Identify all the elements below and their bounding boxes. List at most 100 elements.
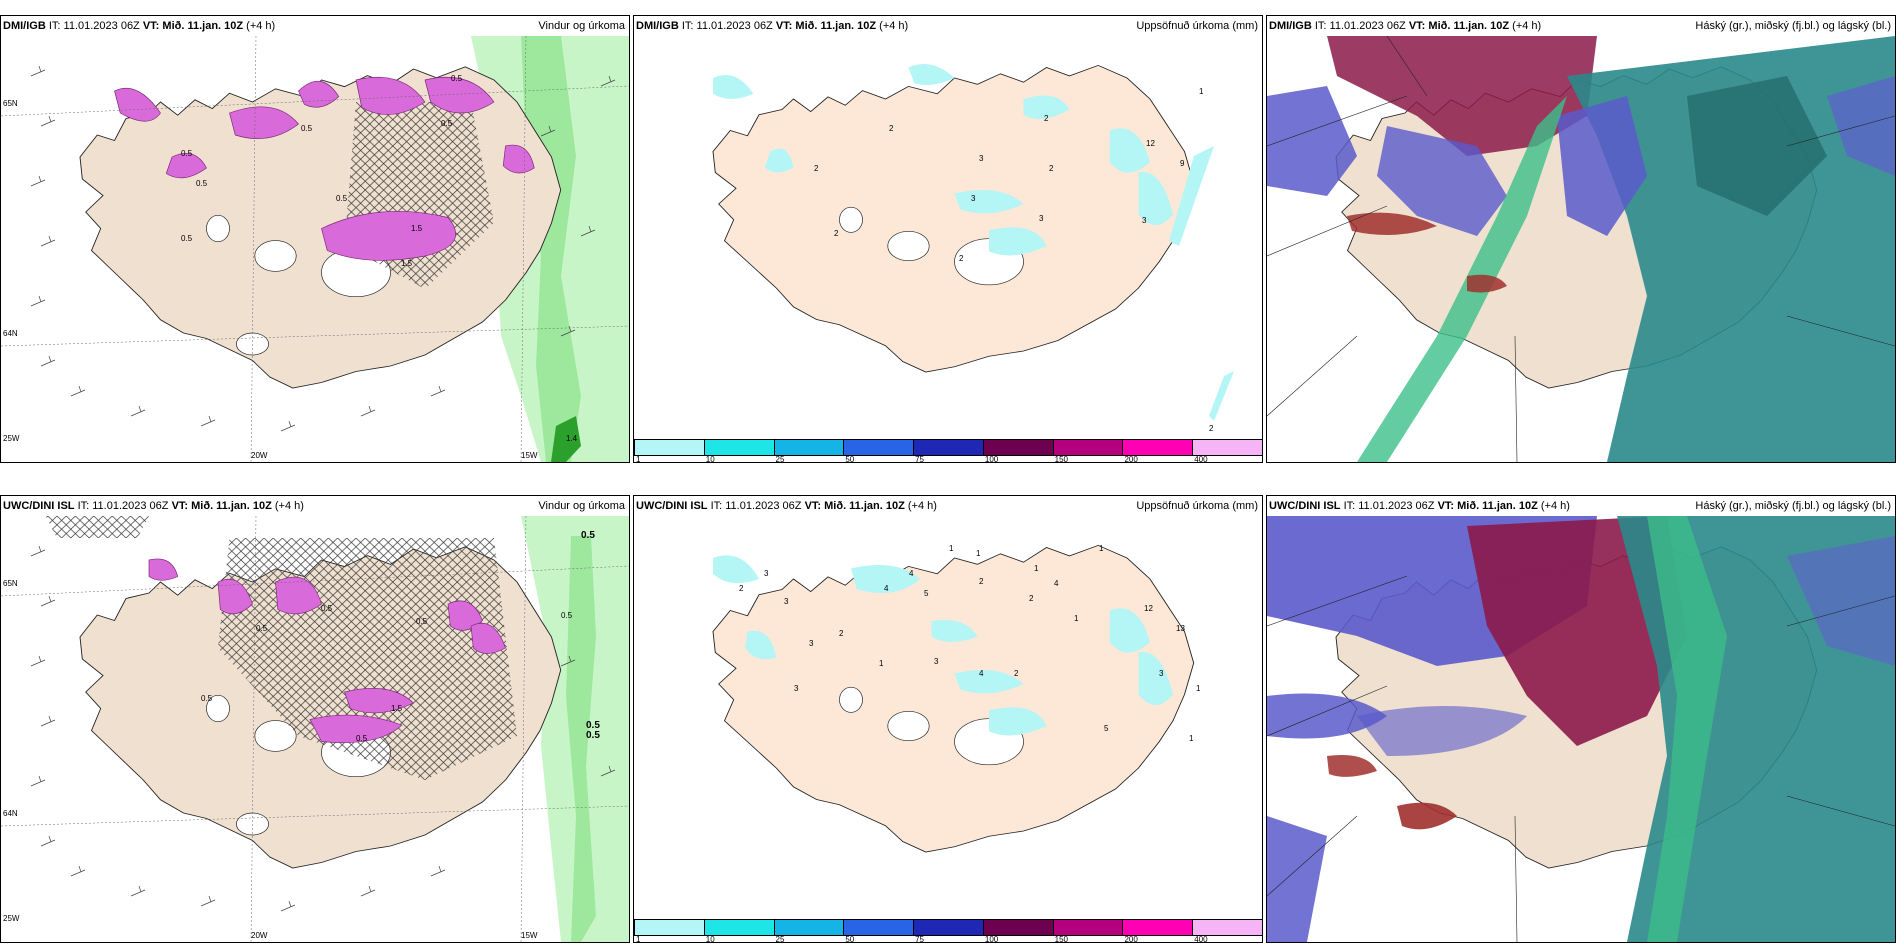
wind-value: 0.5: [201, 694, 213, 703]
colorbar-label: 25: [775, 935, 785, 943]
lead-time: (+4 h): [907, 500, 937, 512]
precip-value: 2: [889, 124, 894, 133]
model-source: UWC/DINI ISL: [1269, 500, 1341, 512]
precip-value: 1: [879, 659, 884, 668]
precip-value: 2: [739, 584, 744, 593]
panel-clouds-uwc: UWC/DINI ISL IT: 11.01.2023 06Z VT: Mið.…: [1266, 495, 1896, 943]
wind-map: 0.5 0.5 0.5 0.5 0.5 0.5 0.5 1.5 0.5 0.5 …: [1, 516, 629, 942]
panel-header: UWC/DINI ISL IT: 11.01.2023 06Z VT: Mið.…: [634, 496, 1262, 516]
wind-value: 0.5: [451, 74, 463, 83]
wind-value: 1.4: [566, 434, 578, 443]
vt-label: VT:: [1437, 500, 1455, 512]
lon-label-20w: 20W: [251, 451, 268, 460]
colorbar-label: 200: [1124, 455, 1138, 463]
it-label: IT:: [710, 500, 723, 512]
panel-title: Uppsöfnuð úrkoma (mm): [1136, 500, 1258, 512]
colorbar-swatch: [1192, 919, 1262, 936]
precip-value: 2: [834, 229, 839, 238]
precip-value: 2: [1044, 114, 1049, 123]
vt-value: Mið. 11.jan. 10Z: [824, 500, 905, 512]
it-label: IT:: [77, 500, 90, 512]
it-label: IT:: [48, 20, 61, 32]
it-value: 11.01.2023 06Z: [92, 500, 169, 512]
precip-value: 1: [1034, 564, 1039, 573]
lead-time: (+4 h): [246, 20, 276, 32]
colorbar-swatch: [773, 439, 845, 456]
precip-value: 3: [764, 569, 769, 578]
panel-precip-dmi: DMI/IGB IT: 11.01.2023 06Z VT: Mið. 11.j…: [633, 15, 1263, 463]
vt-label: VT:: [142, 20, 160, 32]
lon-label-20w: 20W: [251, 931, 268, 940]
panel-title: Vindur og úrkoma: [538, 20, 625, 32]
wind-value: 0.5: [181, 149, 193, 158]
colorbar-swatch: [634, 439, 705, 456]
precip-value: 9: [1180, 159, 1185, 168]
panel-title: Vindur og úrkoma: [538, 500, 625, 512]
wind-value: 0.5: [181, 234, 193, 243]
precip-value: 3: [971, 194, 976, 203]
precip-value: 1: [1199, 87, 1204, 96]
precip-value: 3: [1159, 669, 1164, 678]
panel-title: Uppsöfnuð úrkoma (mm): [1136, 20, 1258, 32]
lead-time: (+4 h): [274, 500, 304, 512]
it-label: IT:: [1343, 500, 1356, 512]
lead-time: (+4 h): [1540, 500, 1570, 512]
wind-value: 0.5: [586, 720, 600, 731]
colorbar-swatch: [634, 919, 705, 936]
precip-value: 2: [1029, 594, 1034, 603]
wind-value: 0.5: [336, 194, 348, 203]
precip-map: 1 1 2 3 3 3 3 2 4 4 5 2 1 1 2 4 12 13 3 …: [634, 516, 1262, 917]
colorbar-swatch: [843, 439, 915, 456]
colorbar-swatch: [913, 919, 984, 936]
wind-value: 0.5: [581, 530, 595, 541]
colorbar-label: 1: [636, 935, 641, 943]
precip-value: 1: [1074, 614, 1079, 623]
colorbar-swatch: [913, 439, 984, 456]
vt-label: VT:: [1408, 20, 1426, 32]
vt-label: VT:: [775, 20, 793, 32]
it-value: 11.01.2023 06Z: [63, 20, 140, 32]
precip-colorbar: 1 10 25 50 75 100 150 200 400: [634, 437, 1262, 462]
precip-value: 5: [1104, 724, 1109, 733]
wind-map: 0.5 0.5 1.5 0.5 0.5 0.5 0.5 1.5 0.5 1.4 …: [1, 36, 629, 462]
colorbar-label: 10: [705, 455, 715, 463]
wind-value: 0.5: [196, 179, 208, 188]
precip-value: 2: [839, 629, 844, 638]
lon-label-25w: 25W: [3, 434, 20, 443]
panel-wind-uwc: UWC/DINI ISL IT: 11.01.2023 06Z VT: Mið.…: [0, 495, 630, 943]
precip-value: 5: [924, 589, 929, 598]
wind-value: 0.5: [586, 730, 600, 741]
lon-label-15w: 15W: [521, 451, 538, 460]
precip-value: 4: [1054, 579, 1059, 588]
it-value: 11.01.2023 06Z: [725, 500, 802, 512]
precip-value: 2: [1049, 164, 1054, 173]
colorbar-swatch: [1122, 919, 1194, 936]
model-source: DMI/IGB: [3, 20, 46, 32]
model-source: DMI/IGB: [636, 20, 679, 32]
panel-header: UWC/DINI ISL IT: 11.01.2023 06Z VT: Mið.…: [1267, 496, 1895, 516]
precip-value: 2: [979, 577, 984, 586]
lat-label-64n: 64N: [3, 329, 18, 338]
wind-value: 1.5: [401, 259, 413, 268]
panel-wind-dmi: DMI/IGB IT: 11.01.2023 06Z VT: Mið. 11.j…: [0, 15, 630, 463]
colorbar-swatch: [982, 919, 1054, 936]
colorbar-label: 400: [1194, 455, 1208, 463]
panel-header: DMI/IGB IT: 11.01.2023 06Z VT: Mið. 11.j…: [1267, 16, 1895, 36]
wind-value: 0.5: [321, 604, 333, 613]
panel-title: Háský (gr.), miðský (fj.bl.) og lágský (…: [1695, 500, 1891, 512]
precip-value: 4: [909, 569, 914, 578]
colorbar-swatch: [1052, 919, 1124, 936]
cloud-map: [1267, 36, 1895, 462]
precip-value: 3: [809, 639, 814, 648]
colorbar-label: 50: [845, 455, 855, 463]
panel-clouds-dmi: DMI/IGB IT: 11.01.2023 06Z VT: Mið. 11.j…: [1266, 15, 1896, 463]
panel-title: Háský (gr.), miðský (fj.bl.) og lágský (…: [1695, 20, 1891, 32]
precip-value: 12: [1144, 604, 1153, 613]
precip-value: 3: [784, 597, 789, 606]
wind-value: 1.5: [391, 704, 403, 713]
colorbar-swatch: [703, 439, 775, 456]
precip-value: 1: [976, 549, 981, 558]
panel-header: DMI/IGB IT: 11.01.2023 06Z VT: Mið. 11.j…: [1, 16, 629, 36]
precip-value: 4: [884, 584, 889, 593]
lead-time: (+4 h): [1512, 20, 1542, 32]
